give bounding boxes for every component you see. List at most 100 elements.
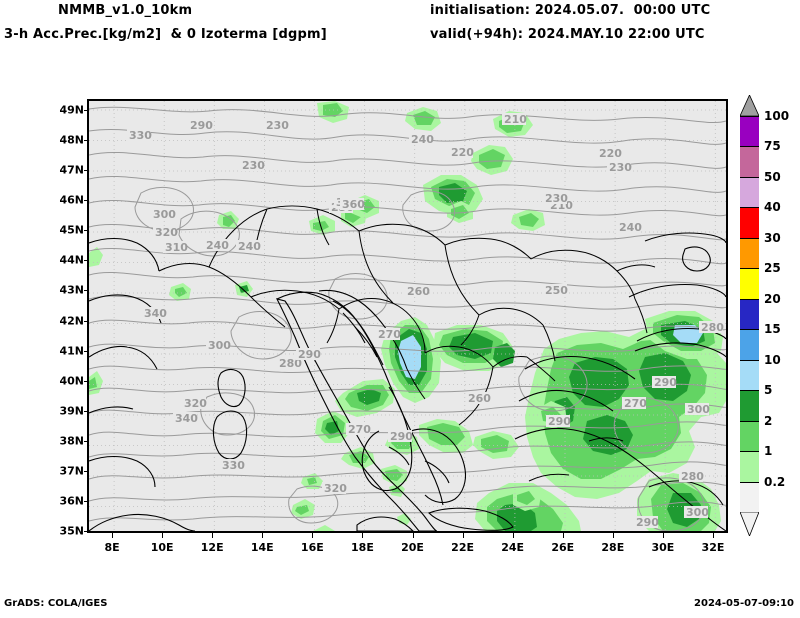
colorbar-tick	[740, 146, 759, 148]
colorbar-tick	[740, 116, 759, 117]
lat-tick-mark	[84, 290, 89, 292]
lat-tick-mark	[84, 410, 89, 412]
svg-text:330: 330	[129, 129, 152, 142]
lon-tick-mark	[312, 533, 314, 538]
svg-text:240: 240	[411, 133, 434, 146]
colorbar-segment	[740, 329, 759, 360]
lon-tick-label: 10E	[150, 541, 174, 554]
svg-text:340: 340	[175, 412, 198, 425]
lon-tick-label: 30E	[651, 541, 675, 554]
svg-text:270: 270	[378, 328, 401, 341]
colorbar-label: 10	[764, 352, 781, 367]
lat-tick-label: 39N	[59, 404, 84, 418]
colorbar-tick	[740, 298, 759, 300]
lon-tick-label: 32E	[701, 541, 725, 554]
colorbar-tick	[740, 329, 759, 331]
svg-text:320: 320	[184, 397, 207, 410]
lon-tick-mark	[162, 533, 164, 538]
colorbar[interactable]: 0.2 1 2 5 10 15 20 25 30 40 50 75 100	[740, 109, 789, 512]
model-title: NMMB_v1.0_10km	[58, 3, 193, 18]
svg-text:260: 260	[407, 285, 430, 298]
svg-text:280: 280	[701, 321, 724, 334]
svg-text:330: 330	[222, 459, 245, 472]
colorbar-segment	[740, 298, 759, 330]
lat-tick-mark	[84, 170, 89, 172]
lon-tick-mark	[112, 533, 114, 538]
colorbar-label: 25	[764, 261, 781, 276]
svg-text:300: 300	[208, 339, 231, 352]
colorbar-tick	[740, 390, 759, 392]
svg-text:340: 340	[144, 307, 167, 320]
lon-tick-label: 8E	[104, 541, 120, 554]
svg-text:240: 240	[619, 221, 642, 234]
svg-text:240: 240	[206, 239, 229, 252]
colorbar-segment	[740, 116, 759, 147]
lon-tick-label: 28E	[601, 541, 625, 554]
lon-tick-mark	[262, 533, 264, 538]
contour-labels: 210 210 220 220 230 230 230	[127, 113, 724, 529]
svg-text:280: 280	[681, 470, 704, 483]
svg-text:290: 290	[390, 430, 413, 443]
lon-tick-mark	[212, 533, 214, 538]
lon-tick-mark	[612, 533, 614, 538]
lon-tick-mark	[662, 533, 664, 538]
lon-tick-label: 24E	[501, 541, 525, 554]
lon-tick-label: 20E	[401, 541, 424, 554]
colorbar-segment	[740, 176, 759, 208]
grads-credit: GrADS: COLA/IGES	[4, 598, 108, 609]
colorbar-segment	[740, 359, 759, 391]
map-canvas: 210 210 220 220 230 230 230	[89, 101, 726, 531]
lon-tick-label: 12E	[200, 541, 224, 554]
svg-text:290: 290	[636, 516, 659, 529]
longitude-axis: 8E 10E 12E 14E 16E 18E 20E 22E 24E 26E 28E 30E 32E	[87, 533, 728, 557]
lat-tick-label: 44N	[59, 253, 84, 267]
colorbar-tick	[740, 176, 759, 178]
lon-tick-mark	[512, 533, 514, 538]
svg-text:320: 320	[324, 482, 347, 495]
lat-tick-mark	[84, 440, 89, 442]
lat-tick-mark	[84, 500, 89, 502]
colorbar-label: 75	[764, 139, 781, 154]
lon-tick-label: 16E	[300, 541, 324, 554]
svg-text:280: 280	[279, 357, 302, 370]
colorbar-label: 30	[764, 230, 781, 245]
colorbar-label: 0.2	[764, 474, 786, 489]
colorbar-segment	[740, 146, 759, 177]
colorbar-label: 2	[764, 413, 773, 428]
map-plot-area[interactable]: 210 210 220 220 230 230 230	[87, 99, 728, 533]
colorbar-segment	[740, 390, 759, 421]
lat-tick-mark	[84, 260, 89, 262]
svg-text:270: 270	[348, 423, 371, 436]
svg-text:320: 320	[155, 226, 178, 239]
lon-tick-label: 22E	[451, 541, 474, 554]
svg-text:310: 310	[165, 241, 188, 254]
lon-tick-mark	[362, 533, 364, 538]
lon-tick-mark	[412, 533, 414, 538]
lon-tick-mark	[562, 533, 564, 538]
lat-tick-label: 35N	[59, 524, 84, 538]
colorbar-label: 15	[764, 322, 781, 337]
svg-text:290: 290	[548, 415, 571, 428]
lon-tick-label: 18E	[351, 541, 374, 554]
lat-tick-label: 36N	[59, 494, 84, 508]
colorbar-label: 100	[764, 109, 790, 123]
svg-text:220: 220	[451, 146, 474, 159]
lon-tick-mark	[712, 533, 714, 538]
svg-text:210: 210	[504, 113, 527, 126]
lat-tick-mark	[84, 350, 89, 352]
lat-tick-label: 40N	[59, 374, 84, 388]
lat-tick-label: 49N	[59, 103, 84, 117]
svg-text:260: 260	[468, 392, 491, 405]
initialisation-time: initialisation: 2024.05.07. 00:00 UTC	[430, 3, 711, 18]
svg-text:230: 230	[266, 119, 289, 132]
svg-text:290: 290	[298, 348, 321, 361]
colorbar-tick	[740, 268, 759, 270]
colorbar-label: 5	[764, 383, 773, 398]
colorbar-tick	[740, 451, 759, 453]
colorbar-tick	[740, 359, 759, 361]
colorbar-tick	[740, 420, 759, 422]
svg-text:290: 290	[190, 119, 213, 132]
lat-tick-label: 43N	[59, 283, 84, 297]
colorbar-label: 50	[764, 169, 781, 184]
latitude-axis: 35N 36N 37N 38N 39N 40N 41N 42N 43N 44N 45N 46N 47N 4…	[40, 99, 89, 538]
